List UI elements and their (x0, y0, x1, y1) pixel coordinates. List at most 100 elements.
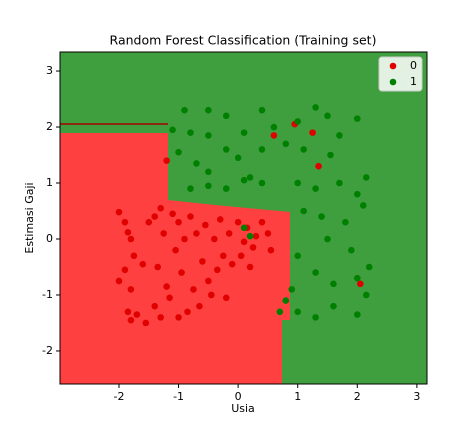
point (312, 104, 319, 111)
point (318, 213, 325, 220)
x-tick-label: -1 (173, 390, 184, 403)
point (228, 260, 236, 268)
point (208, 291, 215, 299)
point (213, 266, 221, 274)
point (234, 218, 242, 226)
point (222, 185, 230, 192)
point (175, 314, 182, 321)
point (294, 252, 302, 260)
point (365, 263, 373, 271)
point (342, 218, 349, 226)
point (124, 228, 132, 236)
red-region (60, 133, 290, 384)
point (205, 277, 212, 285)
x-tick-label: -2 (113, 390, 124, 403)
point (157, 314, 164, 321)
point (225, 230, 233, 237)
point (312, 185, 319, 192)
point (362, 291, 370, 299)
point (187, 129, 194, 136)
point (240, 176, 248, 184)
point (169, 126, 176, 134)
x-tick-label: 1 (294, 390, 301, 403)
point (258, 106, 266, 114)
point (276, 308, 284, 316)
point (353, 115, 361, 122)
point (240, 238, 248, 246)
point (115, 208, 123, 216)
point (127, 235, 135, 243)
point (133, 311, 141, 318)
point (190, 286, 197, 293)
point (330, 280, 337, 288)
y-axis-label: Estimasi Gaji (23, 182, 36, 253)
y-tick-label: -1 (42, 288, 53, 301)
point (240, 224, 248, 232)
point (216, 216, 224, 223)
point (222, 146, 230, 153)
y-tick-label: -2 (42, 344, 53, 357)
point (187, 185, 194, 192)
point (288, 286, 296, 293)
point (246, 263, 254, 271)
plot-frame (59, 51, 428, 385)
point (115, 277, 123, 285)
y-tick-label: 2 (46, 120, 53, 133)
point (237, 252, 245, 260)
point (121, 218, 129, 226)
point (121, 266, 129, 274)
point (356, 280, 364, 288)
y-tick-label: 1 (46, 176, 53, 189)
point (294, 118, 302, 125)
point (193, 160, 200, 167)
x-tick-label: 0 (235, 390, 242, 403)
point (315, 162, 322, 170)
point (362, 174, 370, 181)
point (300, 207, 307, 215)
point (258, 218, 266, 226)
point (312, 314, 319, 321)
point (353, 274, 361, 282)
point (336, 132, 343, 139)
chart-title: Random Forest Classification (Training s… (110, 33, 377, 48)
point (324, 235, 331, 243)
y-tick-label: 3 (46, 64, 53, 77)
x-tick-label: 2 (354, 390, 361, 403)
point (175, 148, 182, 156)
point (199, 258, 206, 265)
point (196, 302, 203, 310)
point (157, 204, 164, 212)
legend-label: 1 (410, 75, 417, 88)
point (166, 294, 173, 302)
point (336, 179, 343, 187)
point (309, 129, 316, 136)
point (270, 123, 278, 131)
point (163, 157, 170, 164)
point (205, 168, 212, 176)
point (151, 213, 159, 220)
point (193, 230, 200, 237)
x-axis-label: Usia (231, 402, 255, 415)
point (267, 246, 275, 254)
point (324, 112, 331, 120)
point (181, 106, 188, 114)
point (258, 146, 266, 153)
point (127, 316, 135, 324)
y-tick-label: 0 (46, 232, 53, 245)
point (348, 246, 355, 254)
point (270, 132, 278, 139)
point (145, 218, 153, 226)
point (234, 154, 242, 162)
point (205, 106, 212, 114)
point (246, 232, 254, 240)
point (282, 297, 290, 304)
point (353, 311, 361, 318)
point (151, 302, 159, 310)
point (240, 129, 248, 136)
point (130, 252, 138, 260)
point (330, 302, 337, 310)
legend-marker (389, 78, 397, 86)
point (172, 246, 179, 254)
point (154, 263, 162, 271)
